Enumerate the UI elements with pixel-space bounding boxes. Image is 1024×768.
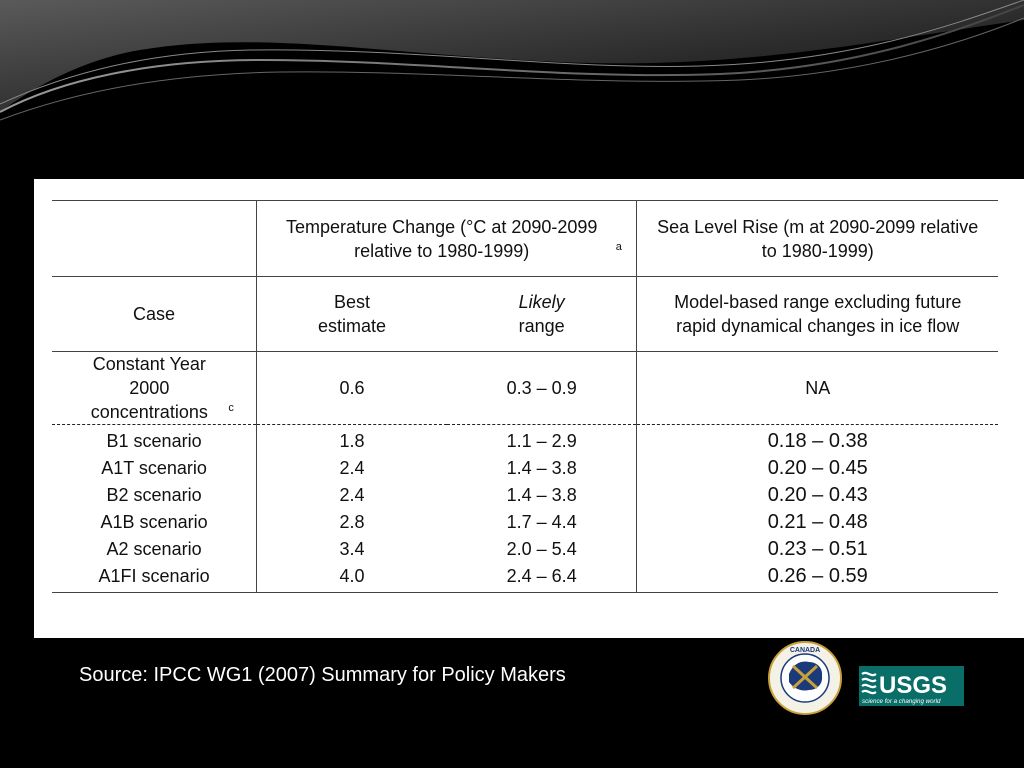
likely-header-text: Likely	[518, 292, 565, 312]
sea-cell: 0.18 – 0.38	[636, 424, 998, 454]
case-cell: B2 scenario	[52, 481, 258, 508]
usgs-logo-text: USGS	[879, 672, 947, 699]
likely-cell: 2.4 – 6.4	[446, 562, 637, 593]
temp-change-header: Temperature Change (°C at 2090-2099 rela…	[256, 200, 637, 277]
projection-table: Temperature Change (°C at 2090-2099 rela…	[52, 200, 998, 593]
constant-row: Constant Year 2000 concentrations c 0.6 0…	[52, 351, 998, 425]
case-cell: A2 scenario	[52, 535, 258, 562]
constant-case-text: Constant Year 2000 concentrations	[90, 354, 208, 422]
best-cell: 2.8	[339, 511, 365, 532]
best-estimate-header-text: Best estimate	[317, 292, 386, 336]
case-cell: A1B scenario	[52, 508, 258, 535]
header-swoosh-decoration	[0, 0, 1024, 121]
likely-cell: 1.4 – 3.8	[506, 457, 577, 478]
best-cell: 2.4	[339, 484, 365, 505]
best-estimate-header: Best estimate	[256, 276, 447, 352]
constant-footnote: c	[228, 402, 234, 414]
likely-range-header: Likely range	[446, 276, 637, 352]
likely-cell: 2.0 – 5.4	[506, 538, 577, 559]
likely-cell: 1.4 – 3.8	[506, 484, 577, 505]
constant-best-cell: 0.6	[256, 351, 447, 425]
range-header-text: range	[518, 316, 565, 336]
likely-cell: 1.1 – 2.9	[506, 430, 577, 451]
table-row: A1FI scenario 4.0 2.4 – 6.4 0.26 – 0.59	[52, 562, 998, 593]
case-cell: A1T scenario	[52, 454, 258, 481]
constant-sea-cell: NA	[636, 351, 998, 425]
model-range-header-text: Model-based range excluding future rapid…	[674, 292, 962, 336]
best-cell: 2.4	[339, 457, 365, 478]
table-row: A1T scenario 2.4 1.4 – 3.8 0.20 – 0.45	[52, 454, 998, 481]
geological-survey-canada-logo: CANADA	[768, 641, 842, 715]
source-caption: Source: IPCC WG1 (2007) Summary for Poli…	[79, 664, 566, 686]
case-cell: A1FI scenario	[52, 562, 258, 593]
table-header-row-2: Case Best estimate Likely range Model-ba…	[52, 276, 998, 352]
sea-level-header: Sea Level Rise (m at 2090-2099 relative …	[636, 200, 998, 277]
usgs-tagline: science for a changing world	[862, 698, 941, 705]
best-cell: 4.0	[256, 562, 447, 593]
temp-header-footnote: a	[615, 240, 622, 253]
table-panel: Temperature Change (°C at 2090-2099 rela…	[34, 179, 1024, 638]
model-range-header: Model-based range excluding future rapid…	[636, 276, 998, 352]
table-row: A1B scenario 2.8 1.7 – 4.4 0.21 – 0.48	[52, 508, 998, 535]
best-cell: 3.4	[339, 538, 365, 559]
sea-cell: 0.20 – 0.43	[636, 481, 998, 508]
gsc-logo-text: CANADA	[790, 647, 820, 654]
header-empty-cell	[52, 200, 258, 277]
best-cell: 1.8	[339, 430, 365, 451]
table-row: B2 scenario 2.4 1.4 – 3.8 0.20 – 0.43	[52, 481, 998, 508]
table-header-row-1: Temperature Change (°C at 2090-2099 rela…	[52, 200, 998, 277]
table-row: B1 scenario 1.8 1.1 – 2.9 0.18 – 0.38	[52, 424, 998, 454]
constant-case-cell: Constant Year 2000 concentrations c	[52, 351, 258, 425]
likely-cell: 1.7 – 4.4	[506, 511, 577, 532]
sea-cell: 0.26 – 0.59	[636, 562, 998, 593]
sea-cell: 0.20 – 0.45	[636, 454, 998, 481]
sea-level-header-text: Sea Level Rise (m at 2090-2099 relative …	[657, 216, 979, 261]
case-header: Case	[52, 276, 258, 352]
temp-change-header-text: Temperature Change (°C at 2090-2099 rela…	[286, 216, 598, 261]
table-row: A2 scenario 3.4 2.0 – 5.4 0.23 – 0.51	[52, 535, 998, 562]
constant-likely-cell: 0.3 – 0.9	[446, 351, 637, 425]
case-cell: B1 scenario	[52, 424, 258, 454]
sea-cell: 0.21 – 0.48	[636, 508, 998, 535]
sea-cell: 0.23 – 0.51	[636, 535, 998, 562]
usgs-logo: USGS science for a changing world	[859, 666, 964, 706]
